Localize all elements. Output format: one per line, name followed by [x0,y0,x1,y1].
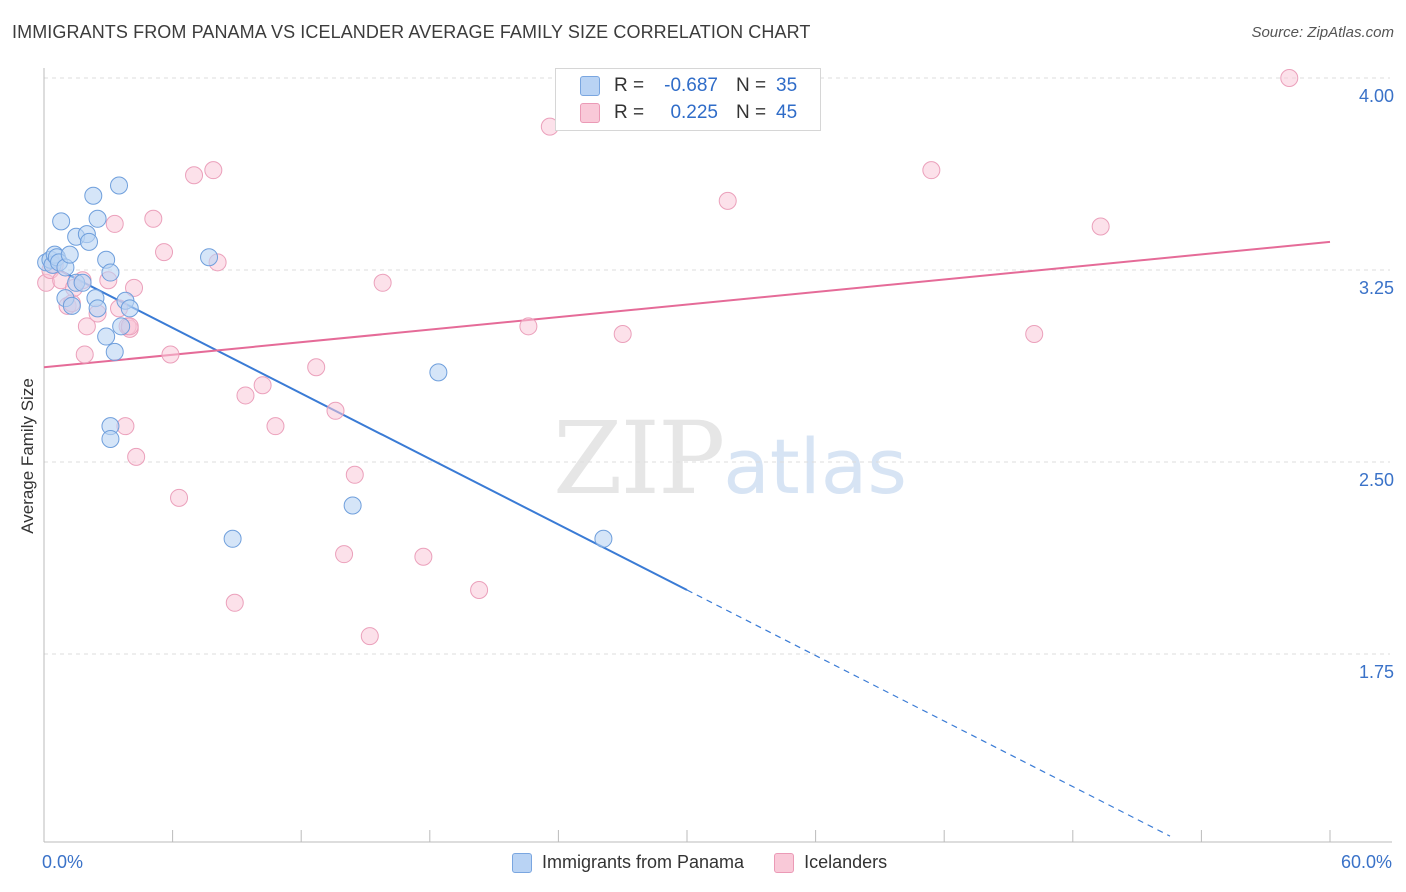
stats-swatch-pink [580,103,600,123]
data-point-panama [97,327,116,346]
data-point-icelanders [414,547,433,566]
data-point-panama [101,263,120,282]
data-point-icelanders [127,447,146,466]
y-tick-label: 4.00 [1358,86,1394,106]
n-label: N = [736,102,767,123]
r-label: R = [614,102,645,123]
data-point-icelanders [326,401,345,420]
data-point-panama [80,232,99,251]
x-tick-label-min: 0.0% [42,852,84,872]
data-point-panama [73,273,92,292]
r-label: R = [614,75,645,96]
data-point-icelanders [519,317,538,336]
n-label: N = [736,75,767,96]
trend-line-panama-extension [686,589,1171,837]
data-point-icelanders [613,325,632,343]
data-point-panama [110,176,129,195]
data-point-icelanders [373,273,392,292]
data-point-icelanders [125,278,144,297]
x-tick-label-max: 60.0% [1340,852,1392,872]
trend-line-panama [43,261,688,591]
y-tick-label: 3.25 [1358,278,1394,298]
axes [43,68,1392,843]
data-point-icelanders [144,209,163,228]
legend-item-panama[interactable]: Immigrants from Panama [512,852,744,873]
data-point-panama [105,342,124,361]
data-point-panama [60,245,79,264]
n-value: 45 [776,102,798,123]
data-point-icelanders [718,191,737,210]
data-point-icelanders [170,488,189,507]
y-axis-label: Average Family Size [18,378,37,534]
data-point-icelanders [266,417,285,436]
data-point-icelanders [253,376,272,395]
legend-swatch-pink [774,852,795,873]
data-point-icelanders [77,317,96,336]
stats-row-icelanders: R = 0.225 N = 45 [580,100,797,126]
data-point-icelanders [922,161,941,180]
r-value: -0.687 [664,75,718,96]
data-point-icelanders [75,345,94,364]
trend-lines [43,240,1331,837]
y-tick-label: 1.75 [1358,662,1394,682]
stats-row-panama: R = -0.687 N = 35 [580,73,797,99]
y-tick-label: 2.50 [1358,470,1394,490]
legend-label: Immigrants from Panama [542,852,745,872]
data-point-panama [200,248,219,267]
data-point-icelanders [116,417,135,436]
legend-item-icelanders[interactable]: Icelanders [774,852,887,873]
watermark: ZIPatlas [553,400,907,517]
data-point-panama [62,296,81,315]
data-point-icelanders [155,243,174,262]
trend-line-icelanders [43,240,1331,369]
data-point-icelanders [204,161,223,180]
data-point-icelanders [470,581,489,599]
legend-swatch-blue [512,852,532,873]
data-point-icelanders [307,358,326,377]
stats-swatch-blue [580,76,600,96]
data-point-icelanders [161,345,180,364]
data-point-icelanders [335,545,354,564]
data-point-icelanders [360,627,379,646]
data-point-icelanders [1280,69,1299,87]
data-point-panama [84,186,103,205]
watermark-atlas: atlas [723,422,907,511]
data-point-icelanders [236,386,255,405]
data-point-icelanders [1025,325,1044,343]
watermark-zip: ZIP [553,400,725,517]
source-label: Source: ZipAtlas.com [1251,24,1394,41]
data-point-panama [343,496,362,515]
n-value: 35 [776,75,798,96]
data-point-panama [594,529,613,548]
data-point-panama [88,209,107,228]
r-value: 0.225 [670,102,718,123]
data-point-icelanders [345,465,364,484]
data-point-panama [112,317,131,336]
data-point-icelanders [225,593,244,612]
data-point-panama [223,529,242,548]
data-point-panama [429,363,448,382]
data-point-panama [101,429,120,448]
data-point-panama [120,299,139,318]
correlation-stats-box: R = -0.687 N = 35 R = 0.225 N = 45 [555,68,821,131]
legend-label: Icelanders [804,852,888,872]
data-point-panama [52,212,71,231]
data-point-icelanders [105,214,124,233]
data-point-panama [88,299,107,318]
data-points [37,69,1299,646]
chart-title: IMMIGRANTS FROM PANAMA VS ICELANDER AVER… [12,22,811,42]
legend: Immigrants from Panama Icelanders [512,852,887,873]
data-point-icelanders [1091,217,1110,236]
data-point-icelanders [185,166,204,185]
